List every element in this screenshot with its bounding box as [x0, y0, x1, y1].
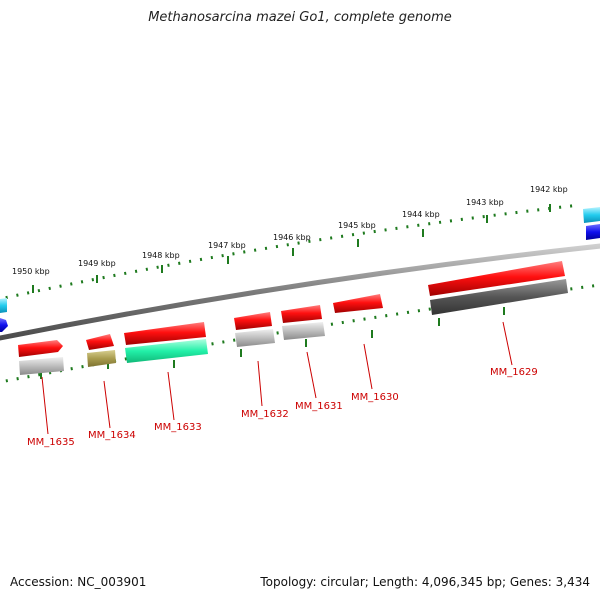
leader-line — [502, 321, 513, 366]
map-title: Methanosarcina mazei Go1, complete genom… — [148, 10, 452, 25]
leader-line — [103, 380, 111, 429]
accession-label: Accession: NC_003901 — [10, 575, 147, 589]
gene-product-mm-1633 — [125, 339, 208, 363]
tick-label: 1946 kbp — [273, 233, 311, 242]
gene-arrow-mm-1635 — [18, 340, 63, 357]
gene-arrow-mm-1632 — [234, 312, 272, 330]
gene-label-mm-1629: MM_1629 — [490, 367, 538, 378]
gene-product-mm-1629 — [430, 279, 568, 315]
tick-labels: 1950 kbp 1949 kbp 1948 kbp 1947 kbp 1946… — [12, 185, 568, 276]
gene-label-mm-1634: MM_1634 — [88, 430, 136, 441]
gene-arrow-mm-1634 — [86, 334, 114, 350]
tick-label: 1942 kbp — [530, 185, 568, 194]
gene-product-mm-1631 — [282, 322, 325, 340]
gene-label-mm-1635: MM_1635 — [27, 437, 75, 448]
leader-line — [306, 351, 317, 399]
gene-arrow-mm-1629 — [428, 261, 565, 296]
tick-label: 1949 kbp — [78, 259, 116, 268]
leader-line — [167, 371, 175, 421]
gene-labels: MM_1635 MM_1634 MM_1633 MM_1632 MM_1631 … — [27, 367, 538, 448]
outer-tick-ring — [0, 203, 581, 301]
tick-label: 1947 kbp — [208, 241, 246, 250]
gene-arrow — [583, 207, 600, 223]
leader-line — [363, 343, 373, 390]
label-leaders — [41, 321, 513, 435]
tick-label: 1950 kbp — [12, 267, 50, 276]
tick-label: 1943 kbp — [466, 198, 504, 207]
leader-line — [257, 360, 263, 407]
outer-tick-track — [0, 203, 581, 301]
tick-label: 1948 kbp — [142, 251, 180, 260]
gene-label-mm-1632: MM_1632 — [241, 409, 289, 420]
gene-product-mm-1632 — [235, 329, 275, 347]
edge-genes — [0, 207, 600, 332]
gene-label-mm-1630: MM_1630 — [351, 392, 399, 403]
gene-product-mm-1634 — [87, 350, 116, 367]
gene-arrow — [586, 224, 600, 240]
gene-product-mm-1635 — [19, 357, 64, 375]
gene-arrow-mm-1633 — [124, 322, 206, 345]
gene-label-mm-1631: MM_1631 — [295, 401, 343, 412]
gene-features — [18, 261, 568, 375]
leader-line — [41, 376, 49, 435]
genome-summary: Topology: circular; Length: 4,096,345 bp… — [260, 575, 590, 589]
gene-arrow-mm-1630 — [333, 294, 383, 313]
gene-label-mm-1633: MM_1633 — [154, 422, 202, 433]
genome-backbone — [0, 243, 600, 341]
tick-label: 1945 kbp — [338, 221, 376, 230]
gene-arrow-mm-1631 — [281, 305, 322, 323]
tick-label: 1944 kbp — [402, 210, 440, 219]
gene-arrow — [0, 298, 7, 313]
gene-arrow — [0, 318, 8, 332]
